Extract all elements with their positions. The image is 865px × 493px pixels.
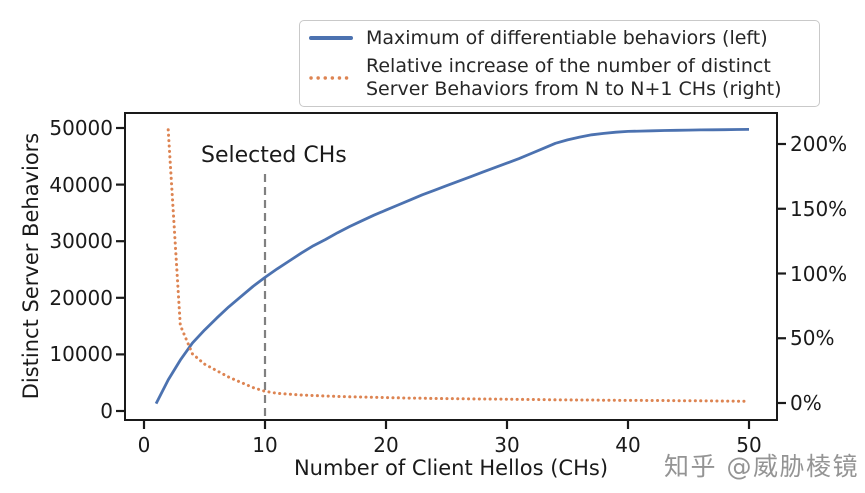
y-right-tick-label: 50% xyxy=(790,326,835,351)
x-axis-label: Number of Client Hellos (CHs) xyxy=(293,456,609,480)
y-left-tick-label: 50000 xyxy=(49,116,113,140)
x-tick-label: 10 xyxy=(252,433,278,457)
watermark-zhihu: 知乎 @威胁棱镜 xyxy=(664,452,859,481)
selected-chs-annotation: Selected CHs xyxy=(201,143,347,168)
legend-label-line1: Relative increase of the number of disti… xyxy=(366,54,771,77)
legend-item-relative-increase: Relative increase of the number of disti… xyxy=(308,55,811,101)
legend: Maximum of differentiable behaviors (lef… xyxy=(299,20,820,107)
y-right-tick-label: 150% xyxy=(790,196,848,221)
y-right-tick-label: 0% xyxy=(790,391,822,415)
legend-label: Maximum of differentiable behaviors (lef… xyxy=(366,26,768,49)
y-right-tick-label: 200% xyxy=(790,132,848,156)
x-tick-label: 0 xyxy=(137,433,151,457)
legend-item-max-behaviors: Maximum of differentiable behaviors (lef… xyxy=(308,27,811,50)
legend-label-line2: Server Behaviors from N to N+1 CHs (righ… xyxy=(366,77,782,100)
y-left-tick-label: 40000 xyxy=(49,172,113,197)
series-max-differentiable-behaviors xyxy=(154,128,750,405)
series-relative-increase-server-behaviors xyxy=(166,128,751,403)
legend-sample-solid-line xyxy=(309,36,353,40)
x-tick-label: 50 xyxy=(736,433,762,457)
y-left-tick-label: 30000 xyxy=(49,229,113,254)
dotted-line-swatch-icon xyxy=(308,74,354,82)
legend-label: Relative increase of the number of disti… xyxy=(366,55,782,101)
y-left-tick-label: 20000 xyxy=(49,285,113,310)
y-left-tick-label: 10000 xyxy=(49,342,113,367)
legend-sample-dotted-line xyxy=(309,75,354,80)
solid-line-swatch-icon xyxy=(308,36,354,40)
y-right-tick-label: 100% xyxy=(790,261,848,286)
x-tick-label: 40 xyxy=(615,433,641,457)
plot-border xyxy=(124,112,778,421)
y-left-tick-label: 0 xyxy=(100,399,113,423)
x-tick-label: 20 xyxy=(373,433,399,457)
x-tick-label: 30 xyxy=(494,433,520,457)
